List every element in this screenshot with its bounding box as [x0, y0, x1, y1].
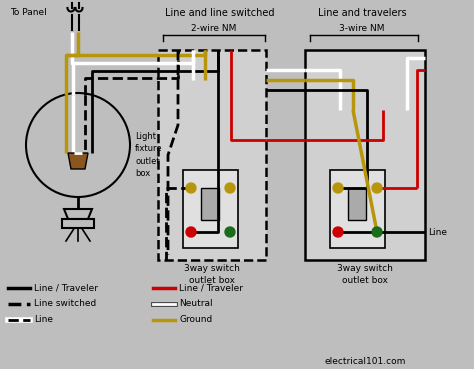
- Text: 2-wire NM: 2-wire NM: [191, 24, 237, 33]
- Text: Ground: Ground: [179, 315, 212, 324]
- Circle shape: [372, 227, 382, 237]
- Circle shape: [186, 183, 196, 193]
- Circle shape: [225, 227, 235, 237]
- Text: Line and line switched: Line and line switched: [165, 8, 275, 18]
- Circle shape: [186, 227, 196, 237]
- Text: 3-wire NM: 3-wire NM: [339, 24, 385, 33]
- Bar: [330, 170, 385, 248]
- Circle shape: [333, 227, 343, 237]
- Polygon shape: [68, 153, 88, 169]
- Bar: [348, 188, 366, 220]
- Text: Light
fixture
outlet
box: Light fixture outlet box: [135, 132, 163, 178]
- Text: Line and travelers: Line and travelers: [318, 8, 406, 18]
- Circle shape: [333, 183, 343, 193]
- Text: To Panel: To Panel: [10, 8, 47, 17]
- Text: Line: Line: [34, 315, 53, 324]
- Text: Line switched: Line switched: [34, 300, 96, 308]
- Bar: [183, 170, 238, 248]
- Bar: [201, 188, 219, 220]
- Text: Line / Traveler: Line / Traveler: [34, 283, 98, 293]
- Bar: [62, 219, 94, 228]
- Circle shape: [372, 183, 382, 193]
- Text: electrical101.com: electrical101.com: [324, 357, 406, 366]
- Text: 3way switch
outlet box: 3way switch outlet box: [184, 264, 240, 285]
- Text: Line: Line: [428, 228, 447, 237]
- Bar: [158, 50, 266, 260]
- Text: 3way switch
outlet box: 3way switch outlet box: [337, 264, 393, 285]
- Bar: [305, 50, 425, 260]
- Text: Line / Traveler: Line / Traveler: [179, 283, 243, 293]
- Text: Neutral: Neutral: [179, 300, 213, 308]
- Circle shape: [225, 183, 235, 193]
